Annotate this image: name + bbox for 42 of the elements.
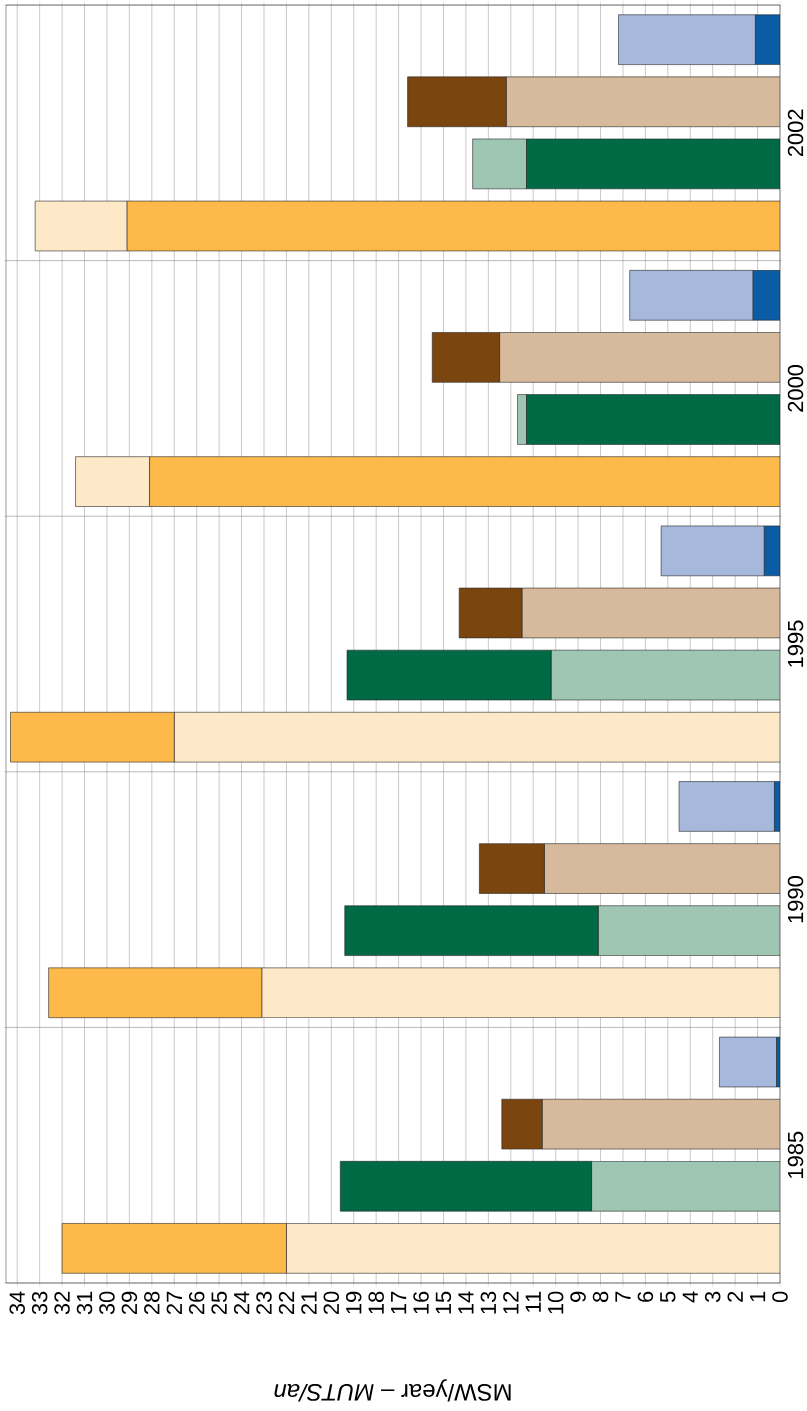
x-tick-label: 20	[323, 1291, 340, 1315]
x-tick-label: 6	[637, 1291, 654, 1302]
x-axis-title: MSW/year – MUTS/an	[274, 1379, 511, 1402]
x-tick-label: 16	[413, 1291, 429, 1314]
x-tick-label: 21	[301, 1291, 317, 1315]
x-tick-label: 28	[144, 1291, 160, 1315]
x-tick-label: 34	[9, 1291, 25, 1315]
x-tick-label: 25	[211, 1291, 227, 1315]
x-tick-label: 32	[54, 1291, 70, 1315]
y-tick-label: 1990	[787, 876, 804, 923]
x-tick-label: 10	[547, 1291, 564, 1314]
x-tick-label: 1	[750, 1291, 766, 1302]
x-tick-label: 24	[233, 1291, 250, 1315]
x-tick-label: 13	[480, 1291, 497, 1314]
x-tick-label: 26	[188, 1291, 205, 1315]
x-tick-label: 9	[570, 1291, 586, 1302]
x-tick-label: 18	[368, 1291, 384, 1314]
x-tick-label: 4	[682, 1291, 698, 1303]
x-tick-label: 29	[121, 1291, 138, 1315]
x-tick-label: 0	[772, 1291, 788, 1303]
x-tick-label: 5	[660, 1291, 676, 1303]
x-tick-label: 2	[727, 1291, 743, 1302]
y-tick-label: 1985	[787, 1131, 804, 1178]
x-tick-label: 14	[458, 1291, 474, 1314]
x-tick-label: 3	[704, 1291, 721, 1303]
x-tick-label: 15	[435, 1291, 452, 1314]
x-tick-label: 19	[345, 1291, 362, 1314]
x-tick-label: 23	[256, 1291, 272, 1315]
y-tick-label: 2000	[787, 364, 804, 412]
x-tick-label: 33	[31, 1291, 48, 1315]
x-tick-label: 31	[76, 1291, 93, 1315]
x-tick-label: 12	[503, 1291, 519, 1314]
bar	[719, 1036, 777, 1088]
x-tick-label: 30	[99, 1291, 115, 1315]
x-tick-label: 22	[278, 1291, 295, 1315]
x-tick-label: 7	[615, 1291, 631, 1302]
y-tick-label: 1995	[787, 620, 804, 667]
x-tick-label: 8	[592, 1291, 609, 1303]
x-tick-label: 27	[166, 1291, 182, 1315]
x-tick-label: 11	[525, 1291, 541, 1312]
x-tick-label: 17	[391, 1291, 407, 1314]
y-tick-label: 2002	[787, 109, 804, 157]
